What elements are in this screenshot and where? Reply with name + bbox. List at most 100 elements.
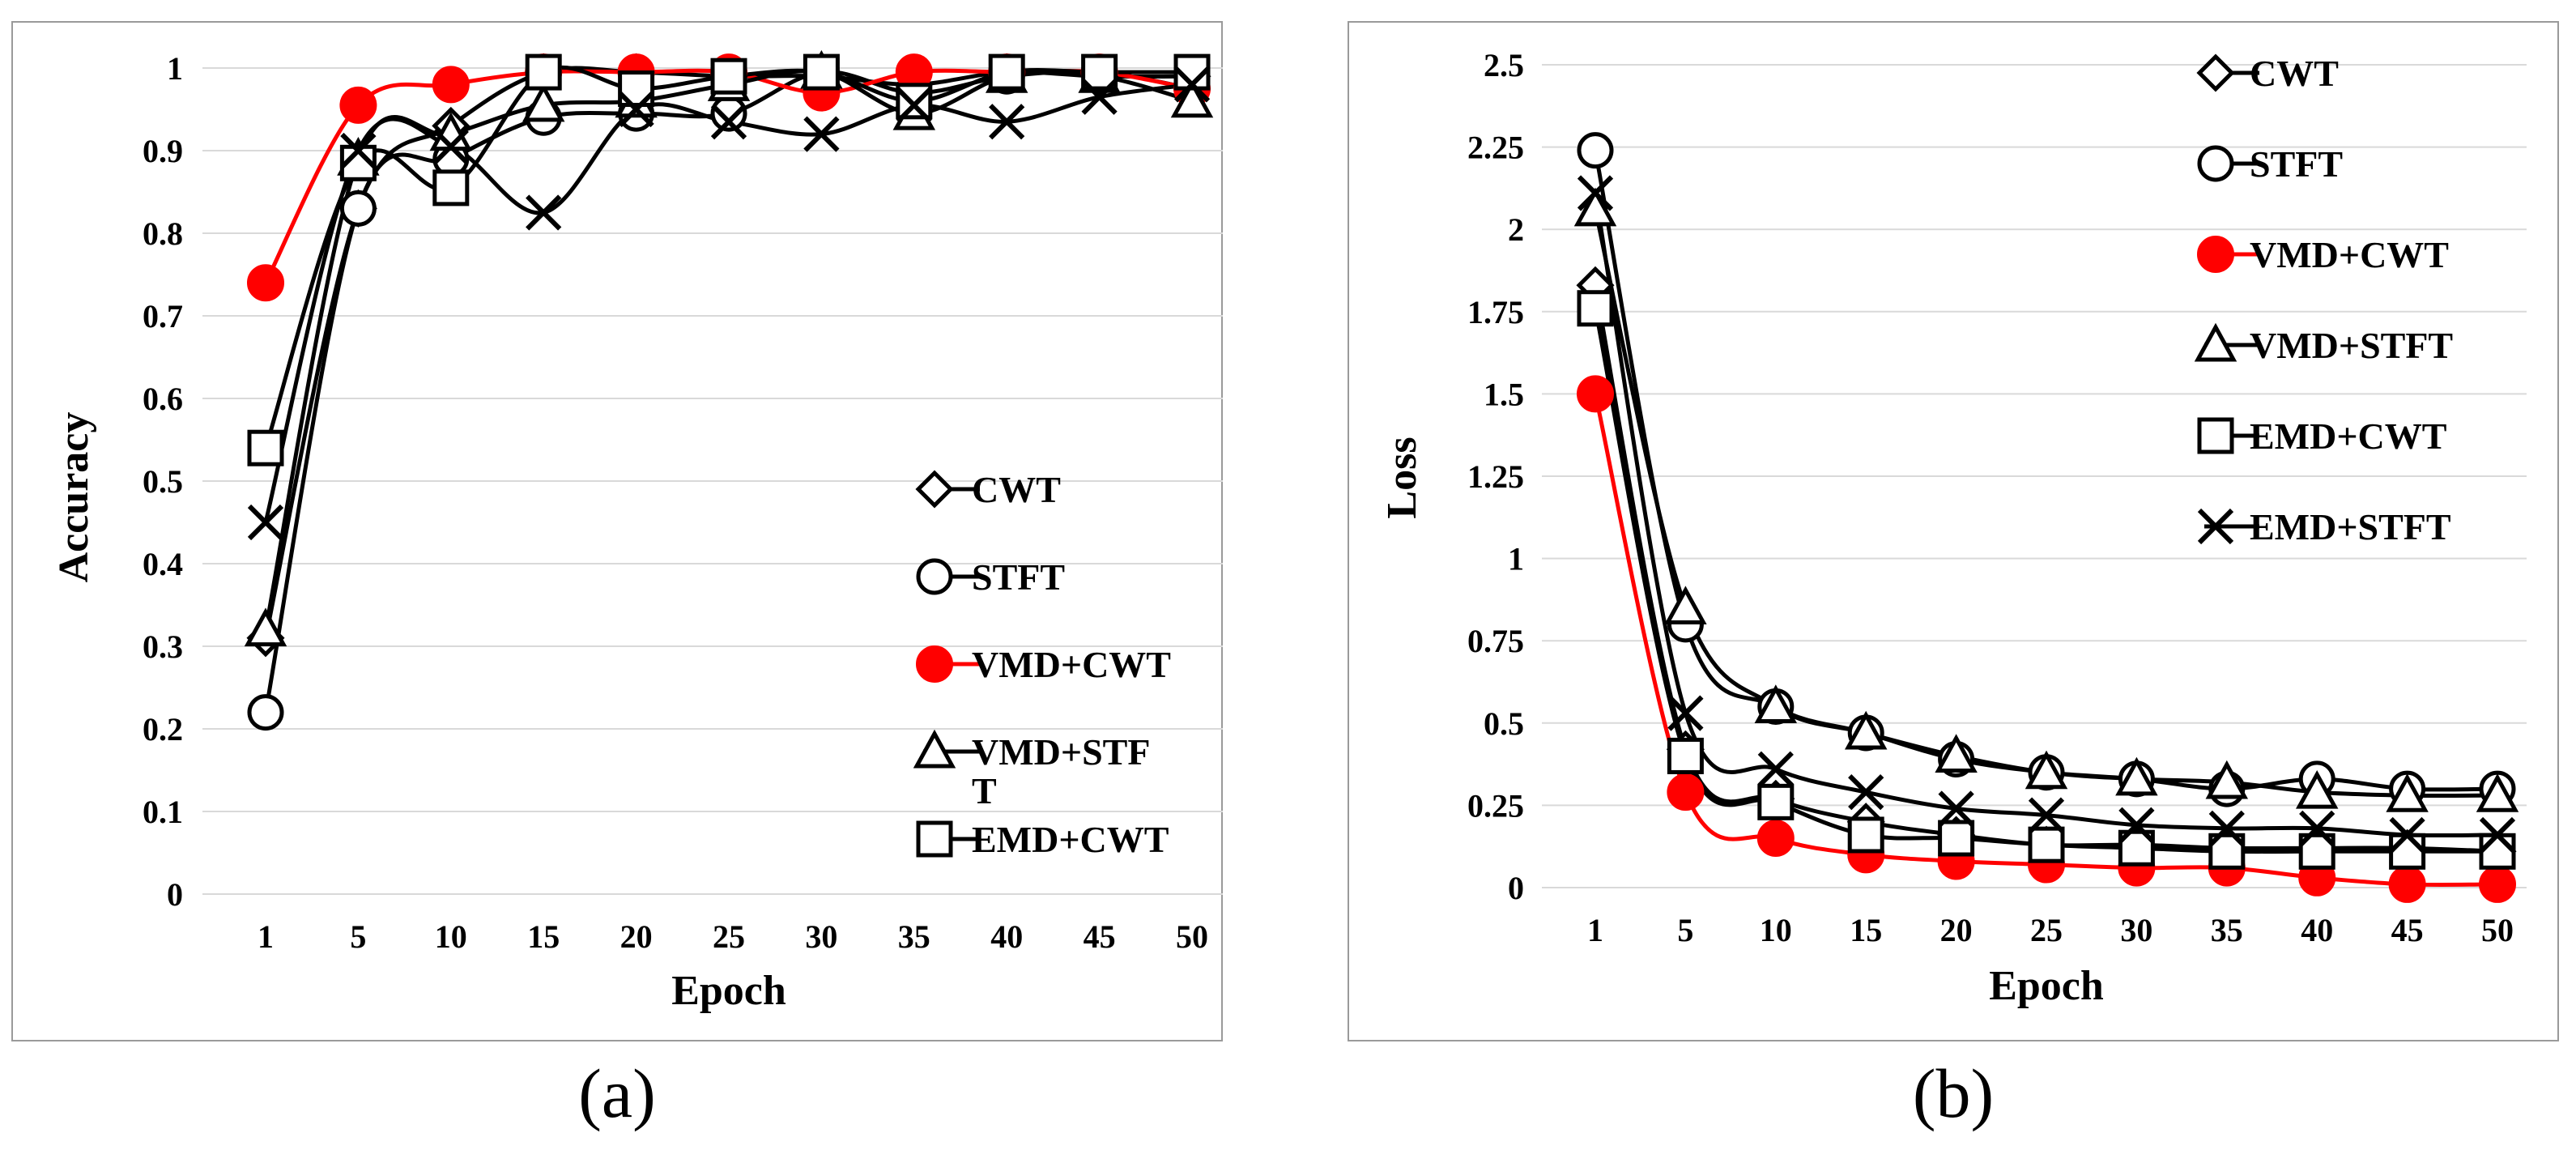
data-point (989, 104, 1025, 140)
data-point (247, 429, 284, 466)
data-point (432, 66, 470, 104)
data-point (244, 607, 287, 647)
data-point (2208, 810, 2245, 846)
data-point (618, 91, 654, 128)
y-tick-label: 2 (1508, 211, 1524, 248)
data-point (2118, 807, 2155, 843)
data-point (1938, 820, 1975, 857)
data-point (1844, 710, 1888, 750)
data-point (1935, 734, 1978, 773)
y-tick-label: 0.8 (143, 215, 183, 252)
x-tick-label: 20 (1940, 912, 1973, 948)
legend-label: EMD+STFT (2250, 506, 2451, 547)
data-point (339, 190, 377, 227)
x-tick-label: 30 (2120, 912, 2152, 948)
legend-marker (2197, 145, 2234, 182)
data-point (896, 87, 932, 124)
data-point (2476, 773, 2519, 812)
x-tick-label: 45 (2391, 912, 2424, 948)
data-point (432, 169, 470, 207)
data-point (1757, 783, 1795, 820)
data-point (1577, 290, 1614, 327)
data-point (2386, 773, 2429, 812)
y-tick-label: 0.5 (143, 463, 183, 500)
data-point (1848, 774, 1884, 811)
data-point (2115, 756, 2158, 796)
y-tick-label: 0.6 (143, 381, 183, 417)
legend-label: CWT (972, 469, 1061, 510)
data-point (710, 58, 747, 95)
data-point (432, 128, 469, 165)
panel-b-caption: (b) (1912, 1054, 1995, 1132)
x-axis-title: Epoch (1989, 963, 2104, 1009)
data-point (1577, 132, 1614, 169)
legend-marker (913, 729, 956, 769)
data-point (247, 504, 284, 541)
legend-label: VMD+CWT (2250, 234, 2449, 275)
y-tick-label: 0.3 (143, 628, 183, 665)
y-tick-label: 1.75 (1467, 294, 1524, 330)
data-point (2479, 865, 2516, 903)
x-tick-label: 25 (2030, 912, 2063, 948)
x-tick-label: 10 (435, 918, 467, 955)
x-tick-label: 15 (1850, 912, 1882, 948)
chart-a: 00.10.20.30.40.50.60.70.80.911 5 10 15 20 25 3… (51, 49, 1223, 1014)
legend-label: VMD+STFT (2250, 325, 2453, 366)
data-point (2389, 816, 2425, 854)
data-point (1847, 816, 1884, 854)
data-point (340, 132, 377, 169)
data-point (2479, 833, 2516, 870)
y-tick-label: 0.4 (143, 546, 183, 582)
legend: CWT STFT VMD+CWT VMD+STFT EMD+CWT (913, 469, 1171, 860)
data-point (710, 104, 747, 140)
data-point (896, 83, 933, 120)
legend-label: EMD+CWT (2250, 415, 2446, 457)
y-tick-label: 0.7 (143, 298, 183, 334)
data-point (247, 264, 284, 302)
data-point (1667, 773, 1705, 811)
legend: CWT STFT VMD+CWT VMD+STFT EMD+CWT EMD+STFT (2194, 53, 2453, 547)
x-tick-label: 50 (2481, 912, 2514, 948)
legend-marker (915, 470, 954, 509)
data-point (2295, 769, 2339, 809)
legend-label: CWT (2250, 53, 2339, 94)
y-tick-label: 1 (167, 50, 183, 87)
y-axis-title: Loss (1379, 437, 1425, 518)
data-point (2025, 750, 2068, 790)
panel-a-caption: (a) (578, 1054, 656, 1132)
y-tick-label: 0.75 (1467, 623, 1524, 659)
legend-marker (2197, 508, 2234, 545)
x-tick-label: 5 (1677, 912, 1693, 948)
data-point (339, 86, 377, 124)
y-tick-label: 0.1 (143, 794, 183, 830)
y-tick-label: 0.5 (1484, 705, 1524, 742)
data-point (1667, 737, 1704, 774)
data-point (988, 53, 1025, 91)
data-point (2389, 833, 2426, 870)
data-point (247, 694, 284, 731)
data-point (1577, 175, 1614, 211)
legend-marker (916, 558, 953, 595)
legend-marker (2194, 322, 2238, 362)
data-point (803, 53, 840, 91)
y-tick-label: 0 (167, 876, 183, 913)
legend-marker (916, 645, 953, 683)
data-point (1756, 820, 1795, 858)
legend-marker (916, 820, 953, 858)
y-tick-label: 0 (1508, 870, 1524, 906)
data-point (2205, 760, 2249, 799)
y-tick-label: 1.25 (1467, 458, 1524, 495)
x-tick-label: 45 (1084, 918, 1116, 955)
series-line (263, 69, 1193, 713)
y-tick-label: 1.5 (1484, 376, 1524, 412)
x-tick-label: 25 (713, 918, 745, 955)
x-tick-label: 20 (620, 918, 653, 955)
legend-marker (2197, 417, 2234, 454)
data-point (2028, 826, 2065, 863)
panel-a-frame (11, 21, 1223, 1041)
data-point (526, 194, 562, 231)
y-tick-label: 2.25 (1467, 130, 1524, 166)
x-tick-label: 40 (990, 918, 1023, 955)
